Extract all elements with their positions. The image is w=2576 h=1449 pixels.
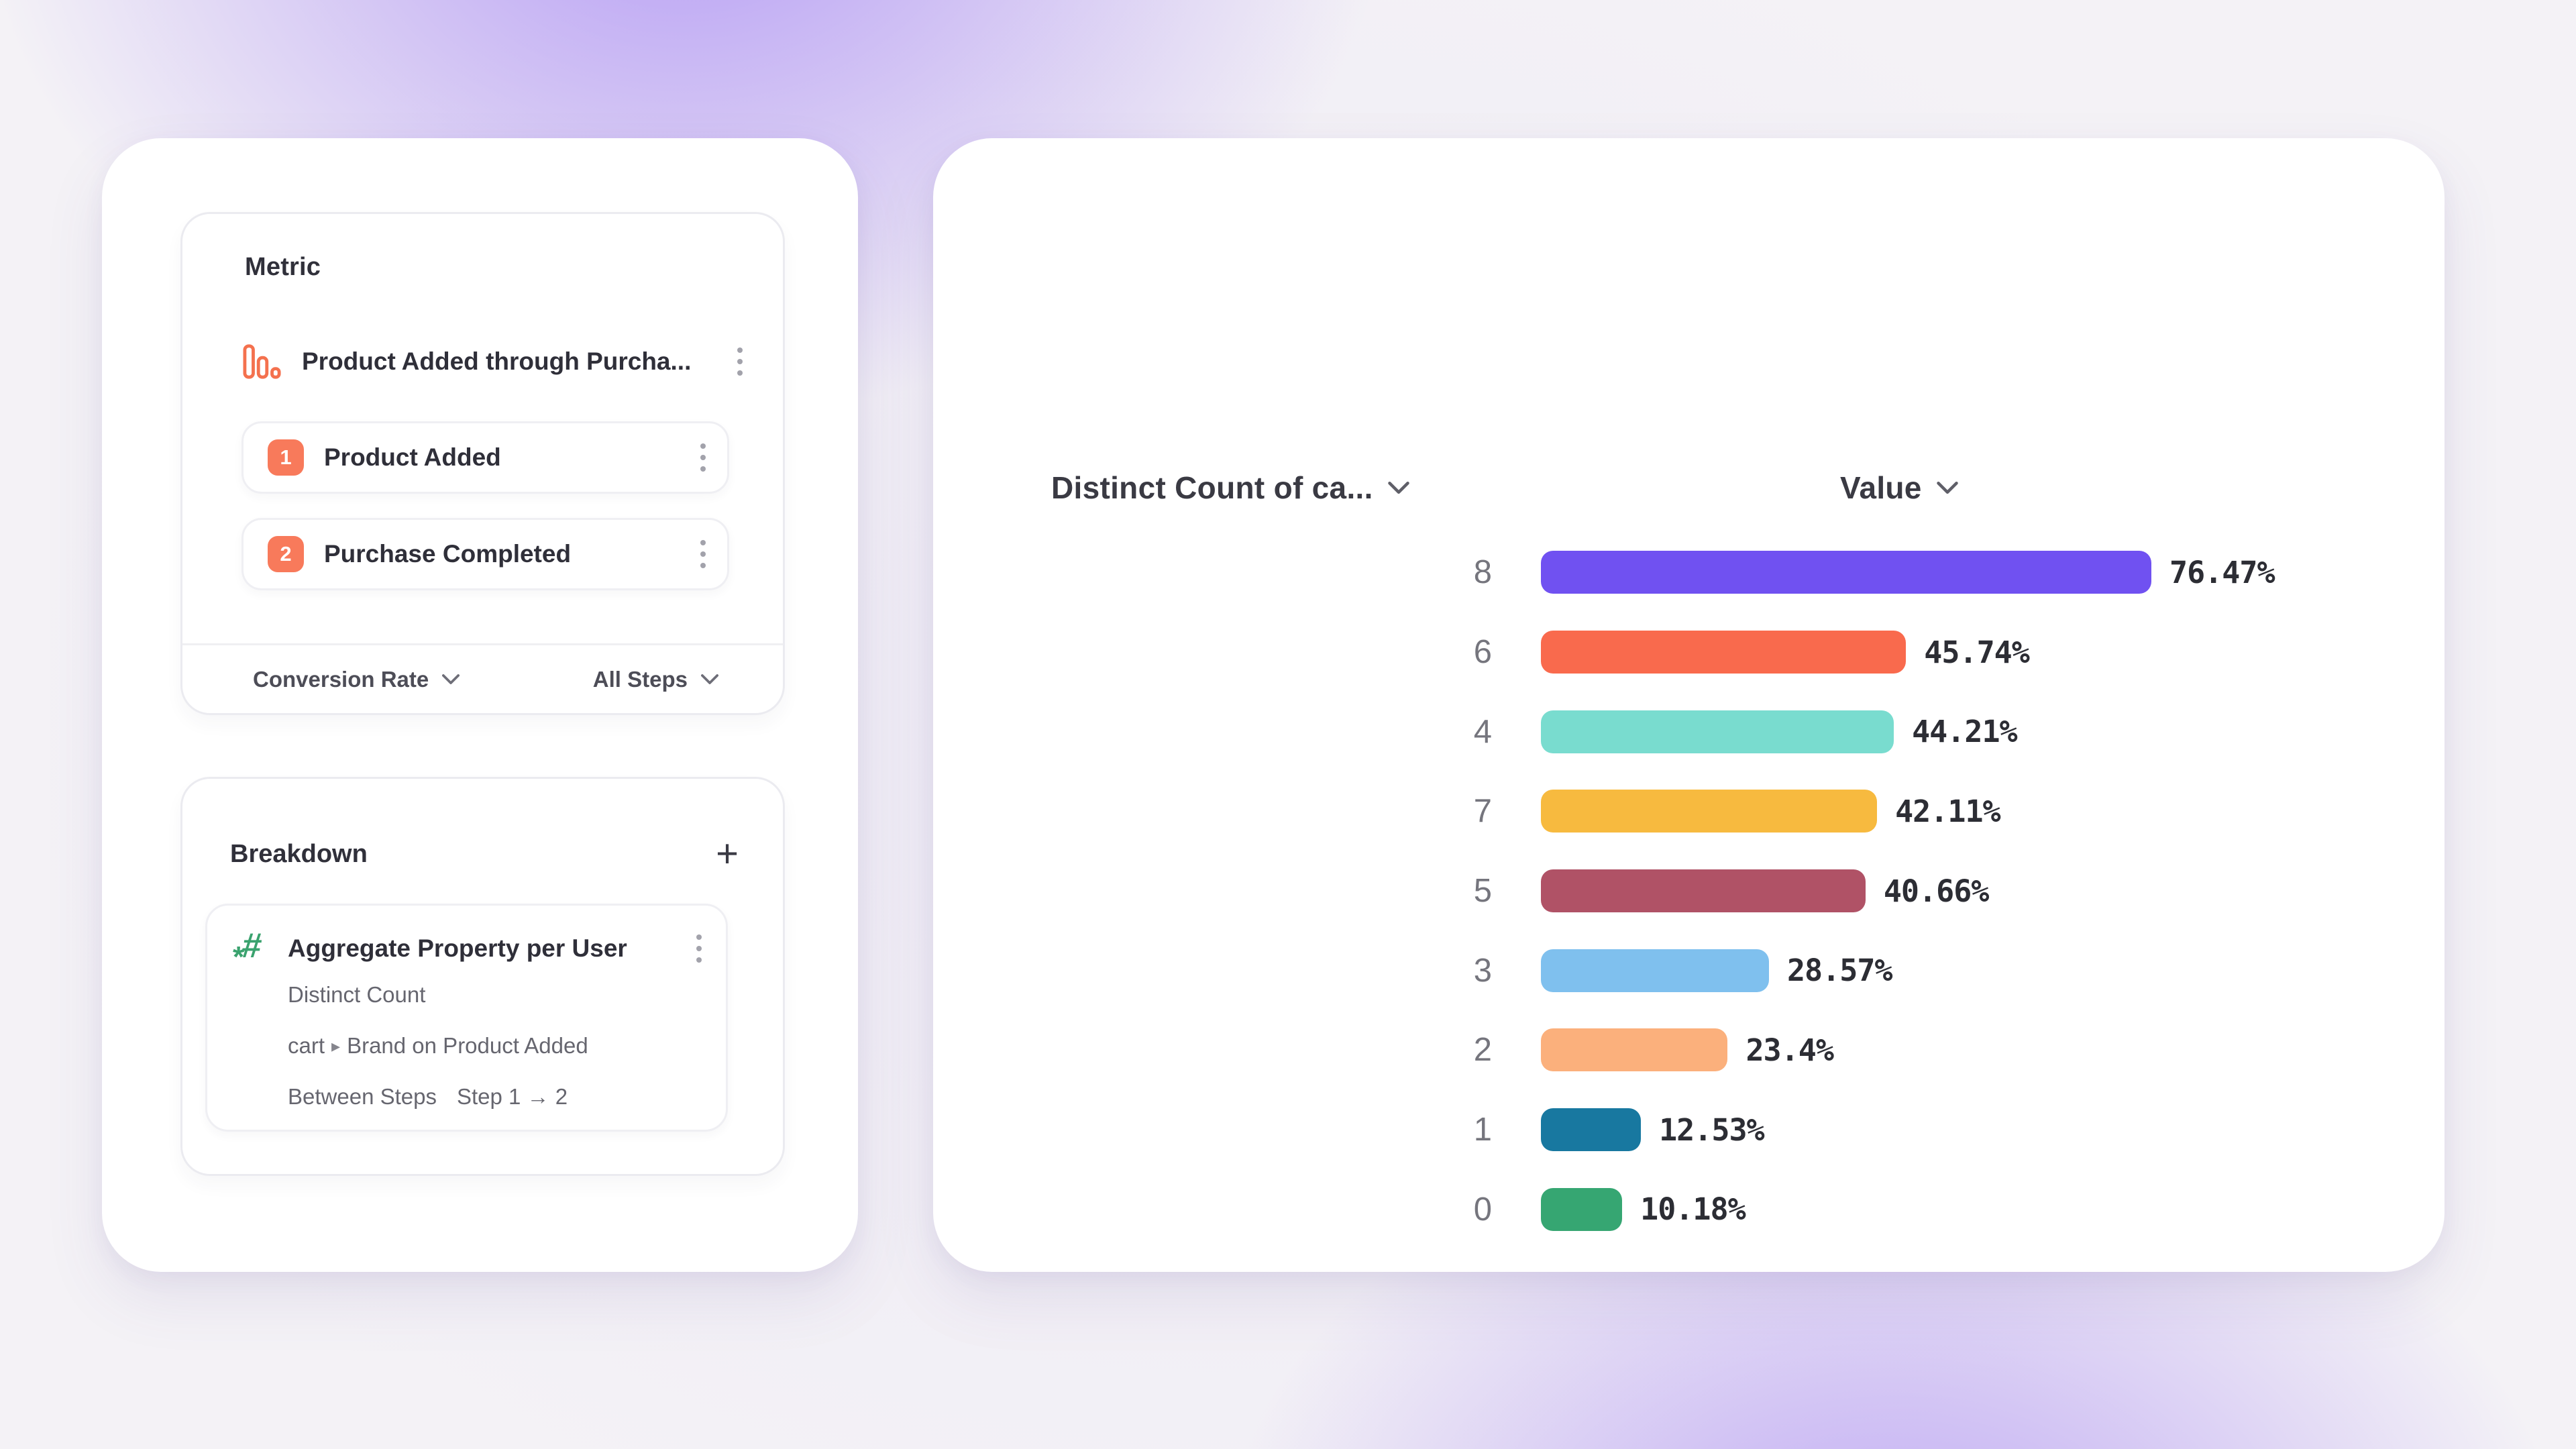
value-label: 28.57% <box>1786 953 1893 989</box>
value-label: 76.47% <box>2169 554 2275 590</box>
funnel-step-2[interactable]: 2 Purchase Completed <box>241 518 729 590</box>
metric-panel-footer: Conversion Rate All Steps <box>182 645 783 713</box>
chart-category-header-label: Distinct Count of ca... <box>1051 470 1373 505</box>
chart-row: 6 45.74% <box>933 612 2445 692</box>
value-label: 12.53% <box>1659 1112 1765 1148</box>
category-label: 7 <box>1473 793 1492 830</box>
chevron-down-icon <box>1387 482 1409 494</box>
steps-scope-value: All Steps <box>592 666 688 692</box>
chart-row: 4 44.21% <box>933 692 2445 771</box>
chart-row: 5 40.66% <box>933 851 2445 931</box>
bar[interactable] <box>1541 551 2151 594</box>
add-breakdown-button[interactable]: + <box>716 832 739 875</box>
chart-card: Distinct Count of ca... Value 8 76.47% 6 45… <box>933 138 2445 1272</box>
breakdown-header: Breakdown + <box>230 832 739 875</box>
category-label: 0 <box>1473 1191 1492 1228</box>
chevron-down-icon <box>1936 482 1958 494</box>
funnel-metric-row[interactable]: Product Added through Purcha... <box>243 329 749 394</box>
breakdown-item[interactable]: # * Aggregate Property per User Distinct … <box>205 904 728 1132</box>
category-label: 8 <box>1473 554 1492 591</box>
step-1-label: Product Added <box>324 443 501 471</box>
step-1-badge: 1 <box>268 439 304 476</box>
funnel-metric-label: Product Added through Purcha... <box>302 347 692 375</box>
chart-row: 8 76.47% <box>933 533 2445 612</box>
bar[interactable] <box>1541 1108 1642 1152</box>
breakdown-step-range: Step 1 → 2 <box>457 1084 568 1109</box>
aggregate-property-icon: # * <box>233 926 264 973</box>
breakdown-property-name: Brand on Product Added <box>347 1033 588 1058</box>
steps-scope-dropdown[interactable]: All Steps <box>593 667 718 692</box>
metric-panel: Metric Product Added through Purcha... 1… <box>180 212 785 715</box>
step-2-kebab-menu[interactable] <box>694 536 712 572</box>
chart-rows: 8 76.47% 6 45.74% 4 44.21% 7 42.11% 5 40.66% 3 28.5… <box>933 533 2445 1249</box>
metric-panel-title: Metric <box>245 253 321 281</box>
value-label: 23.4% <box>1746 1032 1833 1068</box>
bar[interactable] <box>1541 710 1894 753</box>
breakdown-title: Breakdown <box>230 839 368 868</box>
breakdown-panel: Breakdown + # * Aggregate Property per Us… <box>180 777 785 1176</box>
bar[interactable] <box>1541 949 1769 992</box>
chart-row: 1 12.53% <box>933 1090 2445 1170</box>
category-label: 3 <box>1473 952 1492 989</box>
breakdown-property-event: cart <box>288 1033 325 1058</box>
value-label: 45.74% <box>1924 634 2030 670</box>
measured-as-value: Conversion Rate <box>253 666 429 692</box>
category-label: 4 <box>1473 713 1492 750</box>
step-2-badge: 2 <box>268 536 304 572</box>
category-label: 5 <box>1473 873 1492 910</box>
breakdown-kebab-menu[interactable] <box>690 930 708 967</box>
bar[interactable] <box>1541 1028 1728 1072</box>
query-builder-card: Metric Product Added through Purcha... 1… <box>102 138 858 1272</box>
bar[interactable] <box>1541 631 1907 674</box>
value-label: 42.11% <box>1895 793 2001 829</box>
breakdown-item-header: # * Aggregate Property per User <box>233 922 708 975</box>
value-label: 10.18% <box>1640 1191 1746 1228</box>
chevron-down-icon <box>442 674 460 684</box>
chart-value-header-label: Value <box>1840 470 1922 505</box>
bar[interactable] <box>1541 869 1866 913</box>
chevron-down-icon <box>701 674 718 684</box>
breakdown-item-title: Aggregate Property per User <box>288 934 627 962</box>
caret-right-icon: ▸ <box>331 1036 341 1056</box>
value-label: 40.66% <box>1883 873 1990 909</box>
category-label: 6 <box>1473 634 1492 671</box>
chart-value-header-dropdown[interactable]: Value <box>1840 470 1958 506</box>
chart-row: 0 10.18% <box>933 1170 2445 1250</box>
funnel-kebab-menu[interactable] <box>731 343 749 380</box>
breakdown-between-steps-label: Between Steps <box>288 1084 437 1109</box>
measured-as-dropdown[interactable]: Conversion Rate <box>253 667 460 692</box>
chart-category-header-dropdown[interactable]: Distinct Count of ca... <box>1051 470 1409 506</box>
step-1-kebab-menu[interactable] <box>694 439 712 476</box>
breakdown-aggregation: Distinct Count <box>288 982 426 1007</box>
metric-footer-divider <box>182 643 783 645</box>
chart-row: 7 42.11% <box>933 771 2445 851</box>
chart-row: 3 28.57% <box>933 930 2445 1010</box>
bar[interactable] <box>1541 1187 1623 1231</box>
category-label: 2 <box>1473 1032 1492 1069</box>
value-label: 44.21% <box>1912 714 2018 750</box>
funnel-step-1[interactable]: 1 Product Added <box>241 421 729 494</box>
bar[interactable] <box>1541 790 1878 833</box>
breakdown-property: cart ▸ Brand on Product Added <box>288 1033 588 1059</box>
category-label: 1 <box>1473 1112 1492 1148</box>
funnel-chart-icon <box>243 344 281 379</box>
chart-row: 2 23.4% <box>933 1010 2445 1090</box>
step-2-label: Purchase Completed <box>324 540 572 568</box>
